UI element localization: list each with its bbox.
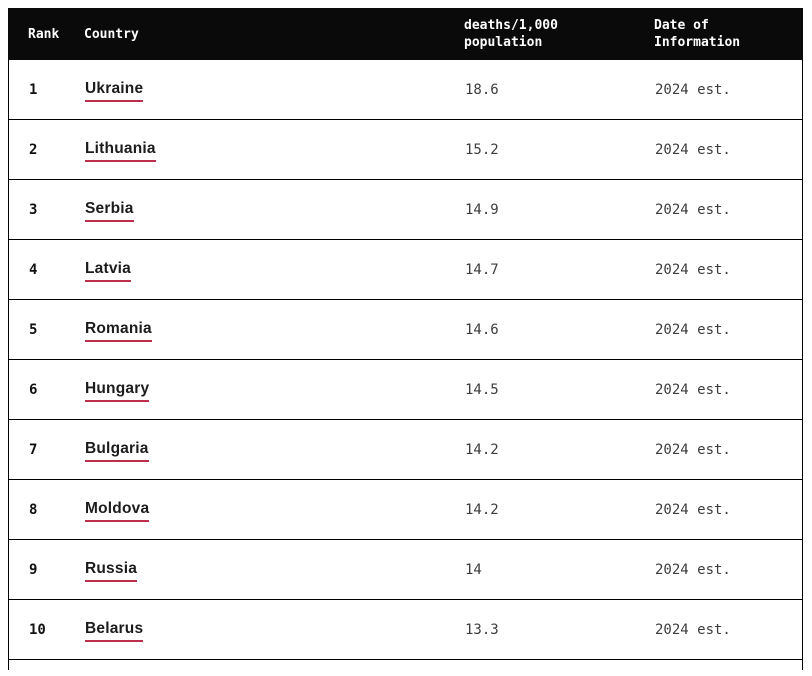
table-row: 8 Moldova 14.2 2024 est. (9, 480, 802, 540)
header-deaths-line1: deaths/1,000 (464, 18, 558, 33)
date-cell: 2024 est. (655, 141, 731, 158)
country-link[interactable]: Romania (85, 320, 152, 342)
date-cell: 2024 est. (655, 501, 731, 518)
date-cell: 2024 est. (655, 441, 731, 458)
date-cell: 2024 est. (655, 81, 731, 98)
rank-cell: 6 (29, 381, 38, 398)
country-cell: Lithuania (85, 138, 465, 162)
deaths-cell: 14.9 (465, 201, 499, 218)
table-row: 7 Bulgaria 14.2 2024 est. (9, 420, 802, 480)
date-cell: 2024 est. (655, 261, 731, 278)
country-cell: Bulgaria (85, 438, 465, 462)
table-row: 2 Lithuania 15.2 2024 est. (9, 120, 802, 180)
date-cell: 2024 est. (655, 621, 731, 638)
deaths-cell: 18.6 (465, 81, 499, 98)
table-row: 9 Russia 14 2024 est. (9, 540, 802, 600)
date-cell: 2024 est. (655, 561, 731, 578)
country-link[interactable]: Ukraine (85, 80, 144, 102)
country-cell: Belarus (85, 618, 465, 642)
country-link[interactable]: Russia (85, 560, 138, 582)
table-row: 3 Serbia 14.9 2024 est. (9, 180, 802, 240)
rank-cell: 10 (29, 621, 46, 638)
table-header: Rank Country deaths/1,000 population Dat… (8, 8, 803, 60)
date-cell: 2024 est. (655, 201, 731, 218)
date-cell: 2024 est. (655, 321, 731, 338)
country-link[interactable]: Hungary (85, 380, 150, 402)
header-deaths: deaths/1,000 population (464, 17, 654, 51)
country-link[interactable]: Serbia (85, 200, 134, 222)
country-cell: Moldova (85, 498, 465, 522)
country-cell: Latvia (85, 258, 465, 282)
deaths-cell: 14.5 (465, 381, 499, 398)
table-row: 10 Belarus 13.3 2024 est. (9, 600, 802, 660)
table-row: 1 Ukraine 18.6 2024 est. (9, 60, 802, 120)
country-cell: Russia (85, 558, 465, 582)
table-body: 1 Ukraine 18.6 2024 est. 2 Lithuania 15.… (8, 60, 803, 670)
date-cell: 2024 est. (655, 381, 731, 398)
country-link[interactable]: Belarus (85, 620, 144, 642)
country-link[interactable]: Lithuania (85, 140, 156, 162)
deaths-cell: 14.7 (465, 261, 499, 278)
country-cell: Romania (85, 318, 465, 342)
deaths-cell: 13.3 (465, 621, 499, 638)
deaths-cell: 15.2 (465, 141, 499, 158)
country-comparison-table: Rank Country deaths/1,000 population Dat… (8, 8, 803, 670)
table-row: 4 Latvia 14.7 2024 est. (9, 240, 802, 300)
rank-cell: 3 (29, 201, 38, 218)
rank-cell: 9 (29, 561, 38, 578)
rank-cell: 7 (29, 441, 38, 458)
table-row: 6 Hungary 14.5 2024 est. (9, 360, 802, 420)
country-link[interactable]: Bulgaria (85, 440, 149, 462)
header-country: Country (84, 26, 139, 42)
rank-cell: 2 (29, 141, 38, 158)
header-date: Date of Information (654, 17, 803, 51)
deaths-cell: 14.2 (465, 501, 499, 518)
rank-cell: 4 (29, 261, 38, 278)
rank-cell: 5 (29, 321, 38, 338)
rank-cell: 1 (29, 81, 38, 98)
header-date-line2: Information (654, 35, 741, 50)
rank-cell: 8 (29, 501, 38, 518)
country-link[interactable]: Moldova (85, 500, 150, 522)
country-cell: Hungary (85, 378, 465, 402)
clipped-next-row (9, 660, 802, 670)
header-deaths-line2: population (464, 35, 543, 50)
deaths-cell: 14.2 (465, 441, 499, 458)
country-cell: Serbia (85, 198, 465, 222)
deaths-cell: 14.6 (465, 321, 499, 338)
header-rank: Rank (28, 26, 60, 42)
header-date-line1: Date of (654, 18, 709, 33)
deaths-cell: 14 (465, 561, 482, 578)
country-link[interactable]: Latvia (85, 260, 131, 282)
country-cell: Ukraine (85, 78, 465, 102)
table-row: 5 Romania 14.6 2024 est. (9, 300, 802, 360)
